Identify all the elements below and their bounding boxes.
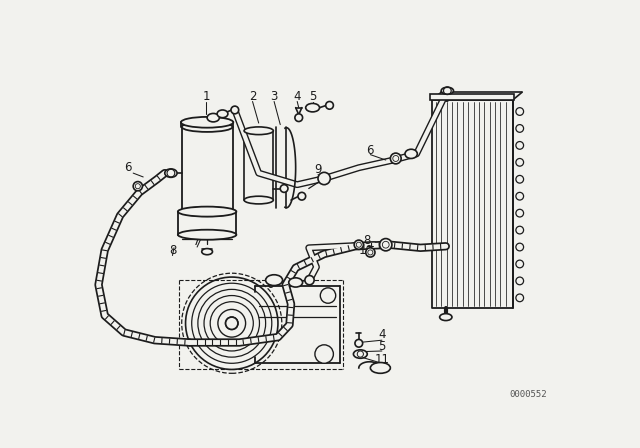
Ellipse shape bbox=[441, 87, 454, 94]
Text: 1: 1 bbox=[203, 90, 210, 103]
Text: 6: 6 bbox=[266, 278, 274, 291]
Ellipse shape bbox=[244, 127, 273, 134]
Text: 10: 10 bbox=[359, 244, 374, 258]
Text: 9: 9 bbox=[314, 163, 322, 176]
Ellipse shape bbox=[244, 196, 273, 204]
Ellipse shape bbox=[405, 149, 417, 159]
Circle shape bbox=[354, 240, 364, 250]
Circle shape bbox=[390, 153, 401, 164]
Circle shape bbox=[315, 345, 333, 363]
Ellipse shape bbox=[207, 113, 220, 122]
Text: 4: 4 bbox=[378, 328, 386, 341]
Text: 7: 7 bbox=[193, 235, 201, 248]
Circle shape bbox=[280, 185, 288, 192]
Text: 0000552: 0000552 bbox=[509, 390, 547, 399]
Text: 11: 11 bbox=[374, 353, 389, 366]
Circle shape bbox=[225, 317, 238, 329]
Circle shape bbox=[318, 172, 330, 185]
Circle shape bbox=[305, 276, 314, 285]
Text: 6: 6 bbox=[124, 161, 132, 174]
Bar bbox=[431, 94, 515, 100]
Ellipse shape bbox=[217, 110, 228, 118]
Text: 4: 4 bbox=[294, 90, 301, 103]
Ellipse shape bbox=[306, 103, 319, 112]
Text: 5: 5 bbox=[378, 340, 385, 353]
Ellipse shape bbox=[371, 362, 390, 373]
Circle shape bbox=[326, 102, 333, 109]
Text: 8: 8 bbox=[169, 244, 176, 257]
Circle shape bbox=[231, 106, 239, 114]
Circle shape bbox=[133, 181, 143, 191]
Ellipse shape bbox=[182, 207, 232, 216]
Ellipse shape bbox=[178, 207, 236, 217]
Ellipse shape bbox=[353, 350, 367, 358]
Ellipse shape bbox=[178, 230, 236, 240]
Text: 2: 2 bbox=[249, 90, 256, 103]
Text: 8: 8 bbox=[363, 234, 370, 247]
Circle shape bbox=[295, 114, 303, 121]
Ellipse shape bbox=[164, 169, 177, 177]
Ellipse shape bbox=[181, 117, 234, 128]
Text: 3: 3 bbox=[271, 90, 278, 103]
Ellipse shape bbox=[440, 314, 452, 321]
Ellipse shape bbox=[289, 278, 303, 287]
Ellipse shape bbox=[266, 275, 283, 285]
Text: 6: 6 bbox=[367, 143, 374, 156]
Circle shape bbox=[365, 248, 375, 257]
Text: 5: 5 bbox=[309, 90, 316, 103]
Circle shape bbox=[380, 238, 392, 251]
Circle shape bbox=[355, 340, 363, 347]
Ellipse shape bbox=[182, 122, 232, 132]
Ellipse shape bbox=[202, 249, 212, 255]
Circle shape bbox=[320, 288, 336, 303]
Circle shape bbox=[298, 192, 306, 200]
